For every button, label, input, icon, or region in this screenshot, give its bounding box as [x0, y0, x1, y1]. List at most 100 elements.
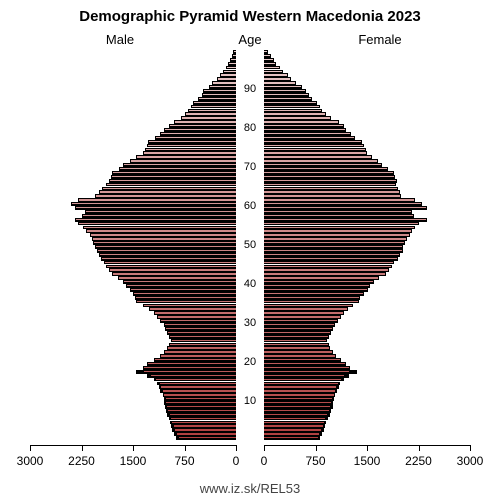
female-bar — [264, 148, 366, 151]
male-bar — [155, 378, 236, 381]
male-bar — [154, 311, 236, 314]
age-tick-label: 50 — [238, 239, 262, 251]
male-bar — [230, 58, 236, 61]
female-bar — [264, 97, 312, 100]
female-bar — [264, 214, 414, 217]
age-tick-label: 90 — [238, 83, 262, 95]
male-bar — [83, 226, 236, 229]
female-bar — [264, 190, 400, 193]
male-bar — [188, 109, 236, 112]
male-bar — [159, 382, 236, 385]
female-bar — [264, 81, 296, 84]
male-bar — [169, 124, 236, 127]
female-bar — [264, 366, 350, 369]
male-bar — [165, 397, 236, 400]
female-bar — [264, 323, 335, 326]
male-bar — [112, 272, 236, 275]
male-bar — [109, 268, 236, 271]
male-bar — [143, 151, 236, 154]
female-bar — [264, 210, 412, 213]
female-bar — [264, 276, 379, 279]
male-bar — [106, 265, 236, 268]
female-bar — [264, 315, 341, 318]
male-bar — [149, 307, 236, 310]
female-bar — [264, 280, 374, 283]
female-bar — [264, 202, 422, 205]
male-bar — [82, 214, 237, 217]
female-bar — [264, 140, 362, 143]
male-bar — [171, 339, 236, 342]
female-bar — [264, 159, 378, 162]
male-bar — [209, 85, 236, 88]
female-bar — [264, 397, 333, 400]
female-bar — [264, 421, 325, 424]
female-bar — [264, 218, 427, 221]
female-bar — [264, 89, 306, 92]
age-tick-label: 60 — [238, 200, 262, 212]
male-bar — [75, 206, 236, 209]
female-bar — [264, 171, 394, 174]
male-bar — [228, 62, 236, 65]
female-bar — [264, 417, 326, 420]
female-bar — [264, 120, 339, 123]
female-bar — [264, 296, 360, 299]
female-bar — [264, 405, 331, 408]
female-bar — [264, 151, 367, 154]
female-bar — [264, 58, 274, 61]
female-bar — [264, 311, 344, 314]
age-tick-label: 80 — [238, 122, 262, 134]
male-bar — [167, 409, 236, 412]
male-bar — [165, 327, 236, 330]
male-bar — [136, 155, 236, 158]
female-bar — [264, 304, 353, 307]
male-bar — [147, 362, 236, 365]
male-bar — [109, 179, 236, 182]
female-bar — [264, 335, 329, 338]
female-bar — [264, 350, 333, 353]
female-bar — [264, 257, 398, 260]
age-tick-label: 20 — [238, 356, 262, 368]
female-bar — [264, 73, 288, 76]
x-tick-label: 0 — [233, 454, 240, 468]
male-bar — [164, 128, 236, 131]
male-bar — [232, 54, 236, 57]
male-bar — [169, 335, 236, 338]
male-bar — [95, 245, 236, 248]
male-bar — [136, 300, 236, 303]
male-bar — [102, 187, 236, 190]
female-bar — [264, 382, 339, 385]
male-bar — [174, 120, 236, 123]
female-bar — [264, 261, 394, 264]
age-tick-label: 30 — [238, 317, 262, 329]
male-bar — [78, 198, 236, 201]
male-bar — [143, 304, 236, 307]
female-bar — [264, 300, 359, 303]
male-bar — [217, 77, 236, 80]
male-bar — [143, 366, 236, 369]
female-bar — [264, 101, 317, 104]
female-bar — [264, 229, 412, 232]
x-tick-label: 0 — [261, 454, 268, 468]
male-bar — [90, 233, 236, 236]
male-bar — [166, 405, 236, 408]
x-tick-label: 750 — [174, 454, 194, 468]
female-bar — [264, 194, 401, 197]
female-bar — [264, 389, 336, 392]
female-bar — [264, 144, 364, 147]
x-tick-label: 1500 — [354, 454, 381, 468]
female-bar — [264, 253, 400, 256]
male-bar — [176, 432, 236, 435]
female-bar — [264, 339, 327, 342]
male-bar — [233, 50, 236, 53]
male-bar — [130, 288, 236, 291]
female-bar — [264, 237, 407, 240]
male-bar — [174, 428, 236, 431]
female-bar — [264, 109, 322, 112]
female-bar — [264, 62, 276, 65]
female-bar — [264, 167, 388, 170]
male-bar — [165, 401, 236, 404]
male-bar — [160, 132, 236, 135]
male-bar — [164, 350, 236, 353]
population-pyramid-chart: Demographic Pyramid Western Macedonia 20… — [0, 0, 500, 500]
male-bar — [145, 148, 236, 151]
